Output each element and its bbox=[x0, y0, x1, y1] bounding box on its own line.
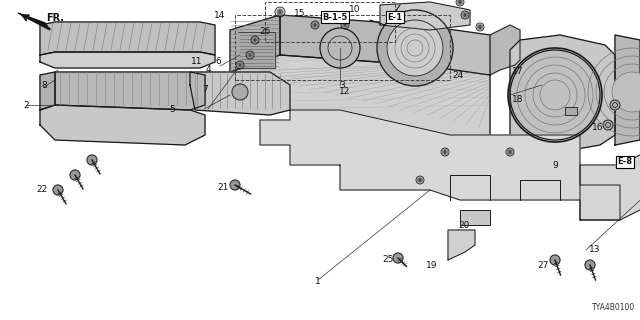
Circle shape bbox=[312, 23, 317, 28]
Text: 8: 8 bbox=[41, 81, 47, 90]
Text: 10: 10 bbox=[349, 5, 361, 14]
Circle shape bbox=[277, 9, 283, 15]
Text: 17: 17 bbox=[512, 68, 524, 76]
Text: 6: 6 bbox=[215, 58, 221, 67]
Text: 4: 4 bbox=[205, 66, 211, 75]
Circle shape bbox=[393, 253, 403, 263]
Polygon shape bbox=[230, 15, 280, 72]
Circle shape bbox=[612, 72, 640, 112]
Text: 27: 27 bbox=[538, 260, 548, 269]
Text: E-8: E-8 bbox=[618, 157, 632, 166]
Polygon shape bbox=[55, 72, 205, 110]
Text: 22: 22 bbox=[36, 186, 47, 195]
Circle shape bbox=[585, 260, 595, 270]
Text: 25: 25 bbox=[382, 255, 394, 265]
Circle shape bbox=[342, 23, 348, 28]
Text: 5: 5 bbox=[169, 105, 175, 114]
Text: 18: 18 bbox=[512, 95, 524, 105]
Text: 26: 26 bbox=[259, 28, 271, 36]
Text: 7: 7 bbox=[202, 85, 208, 94]
Circle shape bbox=[458, 0, 462, 4]
Circle shape bbox=[237, 63, 243, 68]
Circle shape bbox=[230, 180, 240, 190]
Bar bbox=[565, 107, 577, 115]
Circle shape bbox=[550, 255, 560, 265]
Polygon shape bbox=[380, 2, 470, 30]
Text: 15: 15 bbox=[294, 9, 306, 18]
Polygon shape bbox=[40, 52, 215, 68]
Circle shape bbox=[510, 50, 600, 140]
Circle shape bbox=[610, 100, 620, 110]
Polygon shape bbox=[510, 35, 615, 152]
Circle shape bbox=[603, 120, 613, 130]
Circle shape bbox=[508, 149, 513, 155]
Circle shape bbox=[232, 84, 248, 100]
Text: 23: 23 bbox=[614, 161, 626, 170]
Circle shape bbox=[253, 38, 257, 42]
Text: 20: 20 bbox=[458, 220, 470, 229]
Polygon shape bbox=[18, 13, 50, 30]
Circle shape bbox=[248, 52, 252, 57]
Bar bbox=[265, 2, 395, 42]
Bar bbox=[235, 15, 450, 80]
Polygon shape bbox=[615, 35, 640, 145]
Polygon shape bbox=[40, 72, 55, 110]
Polygon shape bbox=[280, 15, 420, 65]
Text: B-1-5: B-1-5 bbox=[323, 12, 348, 21]
Text: 12: 12 bbox=[339, 87, 351, 97]
Circle shape bbox=[87, 155, 97, 165]
Circle shape bbox=[320, 28, 360, 68]
Text: FR.: FR. bbox=[46, 13, 64, 23]
Polygon shape bbox=[190, 72, 290, 115]
Text: E-1: E-1 bbox=[387, 12, 403, 21]
Text: TYA4B0100: TYA4B0100 bbox=[592, 303, 635, 312]
Text: 11: 11 bbox=[191, 58, 203, 67]
Polygon shape bbox=[40, 22, 215, 55]
Polygon shape bbox=[230, 55, 490, 145]
Text: 9: 9 bbox=[552, 161, 558, 170]
Polygon shape bbox=[238, 32, 275, 68]
Text: 1: 1 bbox=[315, 277, 321, 286]
Circle shape bbox=[377, 10, 453, 86]
Text: 16: 16 bbox=[592, 124, 604, 132]
Text: 24: 24 bbox=[452, 70, 463, 79]
Text: 19: 19 bbox=[426, 260, 438, 269]
Polygon shape bbox=[420, 25, 490, 135]
Text: 13: 13 bbox=[589, 245, 601, 254]
Circle shape bbox=[443, 149, 447, 155]
Circle shape bbox=[477, 25, 483, 29]
Text: 21: 21 bbox=[218, 182, 228, 191]
Polygon shape bbox=[40, 105, 205, 145]
Text: 2: 2 bbox=[23, 100, 29, 109]
Circle shape bbox=[417, 178, 422, 182]
Polygon shape bbox=[260, 110, 620, 220]
Text: 14: 14 bbox=[214, 11, 226, 20]
Text: 3: 3 bbox=[339, 81, 345, 90]
Polygon shape bbox=[580, 150, 640, 220]
Circle shape bbox=[463, 12, 467, 17]
Polygon shape bbox=[448, 230, 475, 260]
Bar bbox=[460, 210, 490, 225]
Circle shape bbox=[387, 20, 443, 76]
Polygon shape bbox=[490, 25, 520, 75]
Circle shape bbox=[53, 185, 63, 195]
Circle shape bbox=[70, 170, 80, 180]
